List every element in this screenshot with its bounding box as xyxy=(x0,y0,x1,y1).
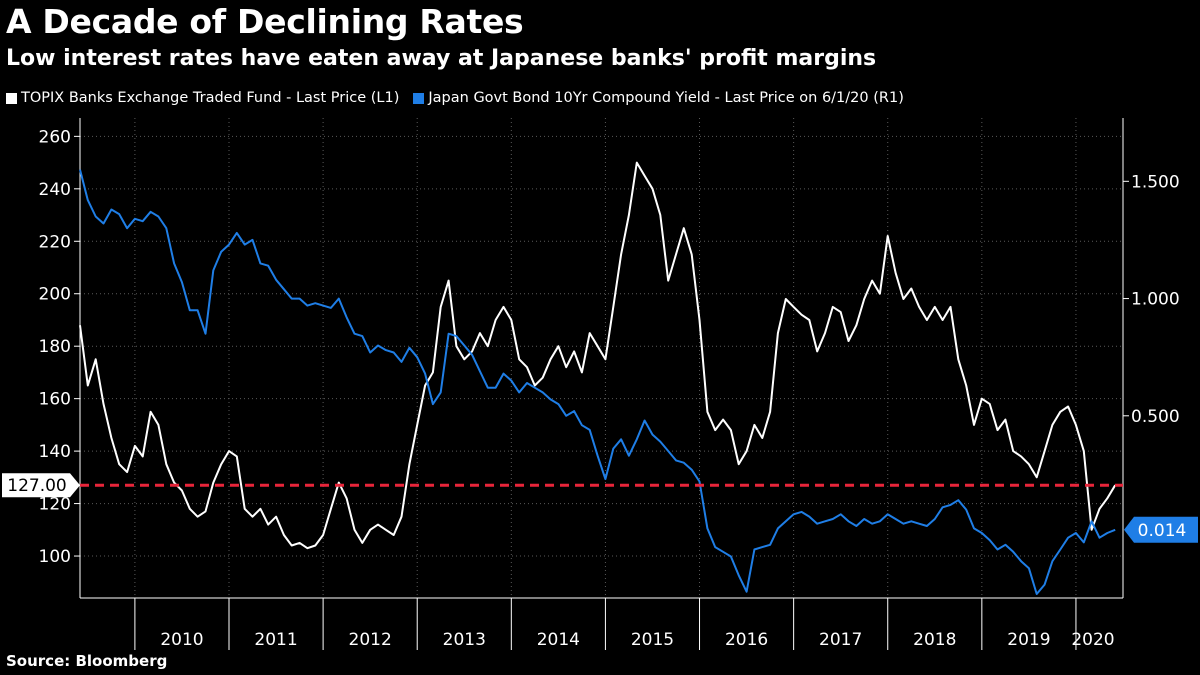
x-tick-label: 2019 xyxy=(1007,630,1050,650)
y-left-tick-label: 240 xyxy=(39,180,71,200)
y-right-tick-label: 1.500 xyxy=(1131,172,1180,192)
y-left-tick-label: 260 xyxy=(39,127,71,147)
x-tick-label: 2020 xyxy=(1071,630,1114,650)
y-left-tick-label: 200 xyxy=(39,285,71,305)
legend-label-jgb: Japan Govt Bond 10Yr Compound Yield - La… xyxy=(428,90,904,106)
y-left-tick-label: 180 xyxy=(39,337,71,357)
x-tick-label: 2014 xyxy=(537,630,580,650)
x-tick-label: 2015 xyxy=(631,630,674,650)
x-tick-label: 2013 xyxy=(443,630,486,650)
legend-item-jgb: Japan Govt Bond 10Yr Compound Yield - La… xyxy=(413,90,904,106)
chart-legend: TOPIX Banks Exchange Traded Fund - Last … xyxy=(6,90,918,106)
x-tick-label: 2010 xyxy=(160,630,203,650)
legend-swatch-jgb xyxy=(413,92,425,104)
last-value-label-jgb: 0.014 xyxy=(1138,521,1187,541)
legend-item-topix: TOPIX Banks Exchange Traded Fund - Last … xyxy=(6,90,399,106)
last-value-label-topix: 127.00 xyxy=(7,476,66,496)
x-tick-label: 2016 xyxy=(725,630,768,650)
x-tick-label: 2012 xyxy=(349,630,392,650)
last-value-flag-topix xyxy=(2,473,80,498)
x-tick-label: 2011 xyxy=(254,630,297,650)
x-tick-label: 2018 xyxy=(913,630,956,650)
chart-subtitle: Low interest rates have eaten away at Ja… xyxy=(6,46,877,71)
y-left-tick-label: 140 xyxy=(39,442,71,462)
y-left-tick-label: 100 xyxy=(39,547,71,567)
legend-swatch-topix xyxy=(6,92,17,104)
y-right-tick-label: 0.500 xyxy=(1131,407,1180,427)
x-tick-label: 2017 xyxy=(819,630,862,650)
series-line-jgb xyxy=(79,169,1116,595)
y-right-tick-label: 1.000 xyxy=(1131,290,1180,310)
y-left-tick-label: 120 xyxy=(39,495,71,515)
source-note: Source: Bloomberg xyxy=(6,652,168,670)
chart-title: A Decade of Declining Rates xyxy=(6,2,524,41)
y-left-tick-label: 220 xyxy=(39,232,71,252)
last-value-flag-jgb xyxy=(1124,516,1198,543)
y-left-tick-label: 160 xyxy=(39,390,71,410)
series-line-topix xyxy=(79,161,1117,550)
legend-label-topix: TOPIX Banks Exchange Traded Fund - Last … xyxy=(21,90,400,106)
